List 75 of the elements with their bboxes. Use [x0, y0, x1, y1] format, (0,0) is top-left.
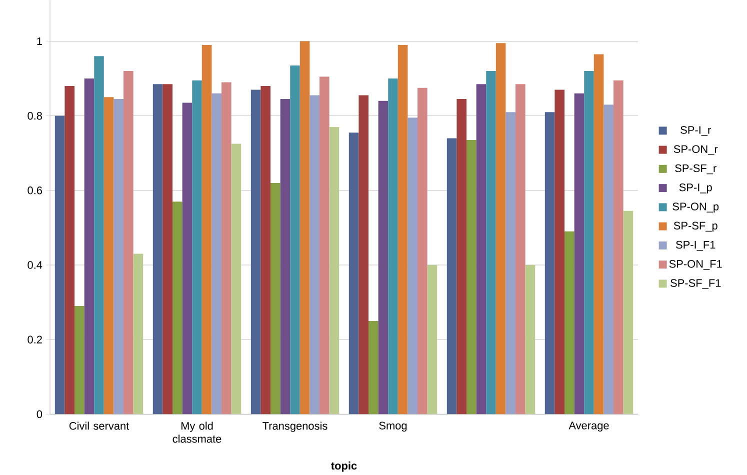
- bar: [554, 90, 565, 414]
- bar: [172, 202, 182, 414]
- bar: [446, 138, 457, 414]
- bar: [564, 231, 574, 414]
- legend-label: SP-ON_r: [674, 145, 718, 156]
- bar: [378, 100, 388, 414]
- y-tick-label: 0.8: [28, 112, 42, 120]
- bar: [280, 98, 290, 414]
- bar: [427, 264, 438, 414]
- bar: [133, 254, 144, 414]
- bar: [544, 112, 555, 414]
- bar: [408, 118, 418, 414]
- bar: [604, 104, 614, 414]
- bar: [270, 182, 280, 414]
- x-tick-label: Civil servant: [69, 422, 130, 430]
- bar: [162, 84, 173, 414]
- bar: [584, 71, 594, 414]
- bar: [496, 43, 506, 414]
- bar: [260, 86, 271, 414]
- y-tick-label: 0: [36, 410, 42, 418]
- x-tick-label: Transgenosis: [262, 422, 328, 432]
- bar: [388, 78, 398, 414]
- bar: [574, 93, 584, 414]
- bar: [358, 95, 369, 414]
- legend-label: SP-I_p: [679, 183, 712, 194]
- bar: [124, 71, 134, 414]
- legend-label: SP-ON_p: [672, 202, 719, 212]
- x-axis-title: topic: [331, 462, 357, 472]
- bar: [64, 86, 75, 414]
- bar: [310, 95, 320, 414]
- bar: [456, 98, 466, 414]
- bar: [231, 144, 242, 414]
- x-tick-label: Smog: [379, 422, 407, 432]
- bar: [368, 320, 378, 414]
- bar: [398, 44, 408, 414]
- bar: [418, 88, 428, 414]
- legend-label: SP-I_r: [680, 126, 711, 136]
- bar: [84, 78, 94, 414]
- legend-label: SP-SF_p: [674, 222, 718, 232]
- bar: [182, 102, 192, 414]
- bar: [202, 44, 212, 414]
- bar: [192, 80, 202, 414]
- legend-label: SP-SF_F1: [670, 279, 721, 289]
- bar: [300, 41, 310, 414]
- bar: [506, 112, 516, 414]
- bar: [290, 65, 300, 414]
- legend-label: SP-I_F1: [676, 240, 716, 251]
- y-tick-label: 0.6: [28, 186, 42, 194]
- y-tick-label: 0.4: [28, 261, 42, 269]
- legend-label: SP-SF_r: [675, 164, 716, 174]
- y-tick-label: 0.2: [28, 336, 42, 344]
- bar: [329, 126, 340, 414]
- bar: [74, 306, 84, 414]
- bar: [222, 82, 232, 414]
- bar: [525, 264, 536, 414]
- bar: [594, 54, 604, 414]
- bar: [250, 90, 261, 414]
- bar: [94, 56, 104, 414]
- bar: [348, 132, 359, 414]
- bar: [623, 210, 634, 414]
- bar: [320, 76, 330, 414]
- legend-label: SP-ON_F1: [669, 260, 722, 270]
- x-tick-label: My old classmate: [172, 422, 222, 443]
- bar: [614, 80, 624, 414]
- bar: [516, 84, 526, 414]
- bar: [54, 116, 65, 414]
- bar: [104, 97, 114, 414]
- bar: [486, 71, 496, 414]
- x-tick-label: Average: [568, 422, 609, 432]
- bar: [152, 84, 163, 414]
- y-tick-label: 1: [37, 37, 42, 45]
- bar: [466, 140, 476, 414]
- bar: [476, 84, 486, 414]
- bar: [212, 93, 222, 414]
- bar: [114, 98, 124, 414]
